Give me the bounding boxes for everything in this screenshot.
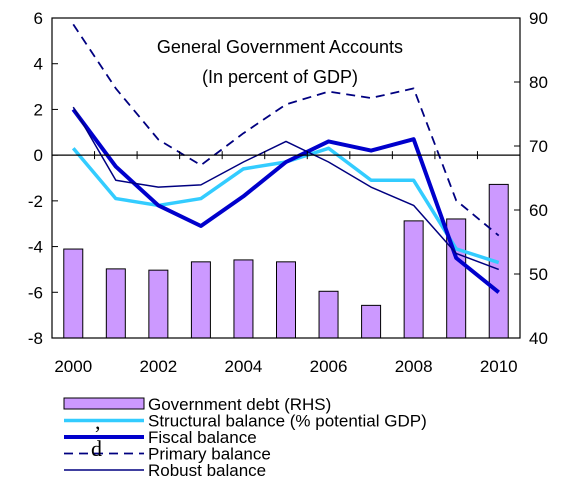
stray-text-comma: , bbox=[95, 409, 101, 434]
left-tick-label: 0 bbox=[34, 146, 43, 165]
x-tick-label: 2006 bbox=[310, 357, 348, 376]
debt-bar-2004 bbox=[233, 259, 254, 339]
chart-subtitle: (In percent of GDP) bbox=[202, 67, 358, 87]
legend-label-primary-balance: Primary balance bbox=[148, 445, 271, 464]
legend: Government debt (RHS)Structural balance … bbox=[63, 395, 427, 480]
right-tick-label: 80 bbox=[529, 73, 548, 92]
x-axis: 2000 2002 2004 2006 2008 2010 bbox=[51, 151, 521, 376]
chart-lines bbox=[71, 23, 500, 294]
debt-bar-2006 bbox=[318, 290, 339, 339]
right-tick-label: 40 bbox=[529, 329, 548, 348]
debt-bar-2001 bbox=[105, 268, 126, 339]
chart-title: General Government Accounts bbox=[157, 37, 403, 57]
structural-balance-potential-gdp-line bbox=[71, 146, 500, 265]
stray-text-d: d bbox=[91, 436, 102, 461]
left-tick-label: 2 bbox=[34, 100, 43, 119]
right-tick-label: 50 bbox=[529, 265, 548, 284]
legend-swatch-debt bbox=[63, 397, 145, 410]
legend-label-debt: Government debt (RHS) bbox=[148, 395, 331, 414]
debt-bar-2008 bbox=[403, 220, 424, 339]
right-tick-label: 60 bbox=[529, 201, 548, 220]
legend-label-robust-balance: Robust balance bbox=[148, 461, 266, 480]
fiscal-balance-line bbox=[71, 108, 500, 294]
plot-frame bbox=[51, 17, 521, 339]
right-tick-label: 90 bbox=[529, 9, 548, 28]
debt-bar-2002 bbox=[148, 269, 169, 339]
x-tick-label: 2004 bbox=[225, 357, 263, 376]
legend-label-fiscal-balance: Fiscal balance bbox=[148, 428, 257, 447]
left-tick-label: 6 bbox=[34, 9, 43, 28]
left-tick-label: -2 bbox=[28, 192, 43, 211]
x-tick-label: 2002 bbox=[139, 357, 177, 376]
left-axis: 6 4 2 0 -2 -4 -6 -8 bbox=[28, 9, 58, 348]
left-tick-label: 4 bbox=[34, 55, 43, 74]
left-tick-label: -8 bbox=[28, 329, 43, 348]
x-tick-label: 2008 bbox=[395, 357, 433, 376]
right-tick-label: 70 bbox=[529, 137, 548, 156]
x-tick-label: 2010 bbox=[480, 357, 518, 376]
debt-bar-2005 bbox=[276, 261, 296, 339]
legend-label-structural-balance-potential-gdp: Structural balance (% potential GDP) bbox=[148, 412, 427, 431]
left-tick-label: -6 bbox=[28, 283, 43, 302]
x-tick-label: 2000 bbox=[54, 357, 92, 376]
primary-balance-line bbox=[72, 23, 500, 237]
debt-bar-2000 bbox=[63, 248, 84, 339]
debt-bars bbox=[63, 183, 509, 339]
debt-bar-2007 bbox=[361, 304, 382, 339]
left-tick-label: -4 bbox=[28, 238, 43, 257]
right-axis: 90 80 70 60 50 40 bbox=[514, 9, 548, 348]
debt-bar-2003 bbox=[190, 261, 211, 339]
robust-balance-line bbox=[72, 106, 499, 271]
